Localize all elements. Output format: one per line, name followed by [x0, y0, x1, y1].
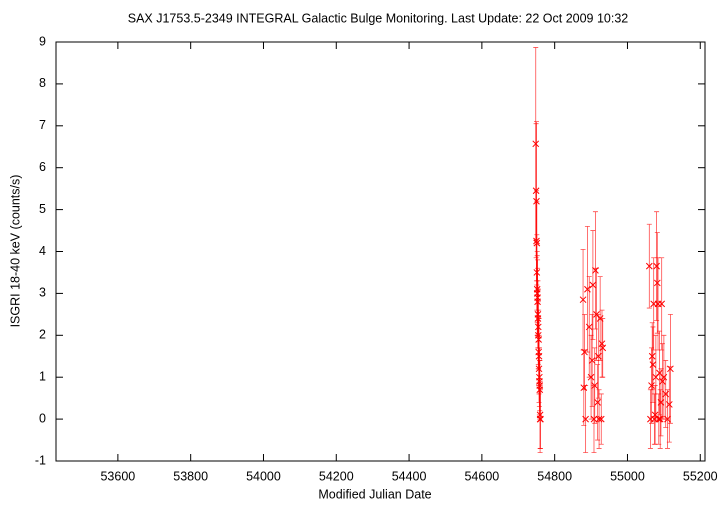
point — [587, 373, 595, 381]
y-tick-label: 8 — [39, 76, 46, 90]
x-tick-label: 54200 — [319, 469, 354, 483]
point — [648, 352, 656, 360]
point — [665, 401, 673, 408]
x-tick-label: 55000 — [610, 469, 645, 483]
point — [653, 279, 661, 287]
x-tick-label: 53800 — [173, 469, 208, 483]
chart-title: SAX J1753.5-2349 INTEGRAL Galactic Bulge… — [128, 11, 629, 25]
y-axis-label: ISGRI 18-40 keV (counts/s) — [8, 175, 22, 328]
y-tick-label: 9 — [39, 34, 46, 48]
x-axis-label: Modified Julian Date — [318, 487, 431, 501]
point — [657, 398, 665, 406]
point — [645, 262, 653, 270]
point — [667, 365, 674, 373]
y-tick-label: -1 — [35, 453, 46, 467]
point — [649, 361, 657, 368]
x-tick-label: 53600 — [100, 469, 135, 483]
y-tick-label: 2 — [39, 328, 46, 342]
y-tick-label: 0 — [39, 411, 46, 425]
point — [599, 344, 607, 352]
point — [581, 348, 588, 356]
point — [590, 415, 598, 423]
x-tick-label: 54000 — [246, 469, 281, 483]
point — [594, 398, 601, 406]
point — [648, 382, 655, 389]
point — [585, 323, 593, 331]
point — [597, 415, 605, 423]
x-tick-label: 54400 — [392, 469, 427, 483]
point — [659, 378, 666, 385]
y-tick-label: 6 — [39, 160, 46, 174]
point — [537, 415, 544, 423]
point — [658, 300, 666, 308]
point — [582, 415, 589, 423]
plot-frame — [55, 41, 706, 462]
y-tick-label: 7 — [39, 118, 46, 132]
point — [653, 262, 660, 270]
point — [588, 357, 596, 364]
x-tick-label: 55200 — [683, 469, 718, 483]
point — [589, 281, 597, 289]
x-tick-label: 54800 — [537, 469, 572, 483]
y-tick-label: 1 — [39, 369, 46, 383]
y-tick-label: 5 — [39, 202, 46, 216]
x-tick-label: 54600 — [464, 469, 499, 483]
point — [591, 382, 599, 389]
y-tick-label: 4 — [39, 244, 46, 258]
y-tick-label: 3 — [39, 286, 46, 300]
point — [579, 296, 587, 304]
